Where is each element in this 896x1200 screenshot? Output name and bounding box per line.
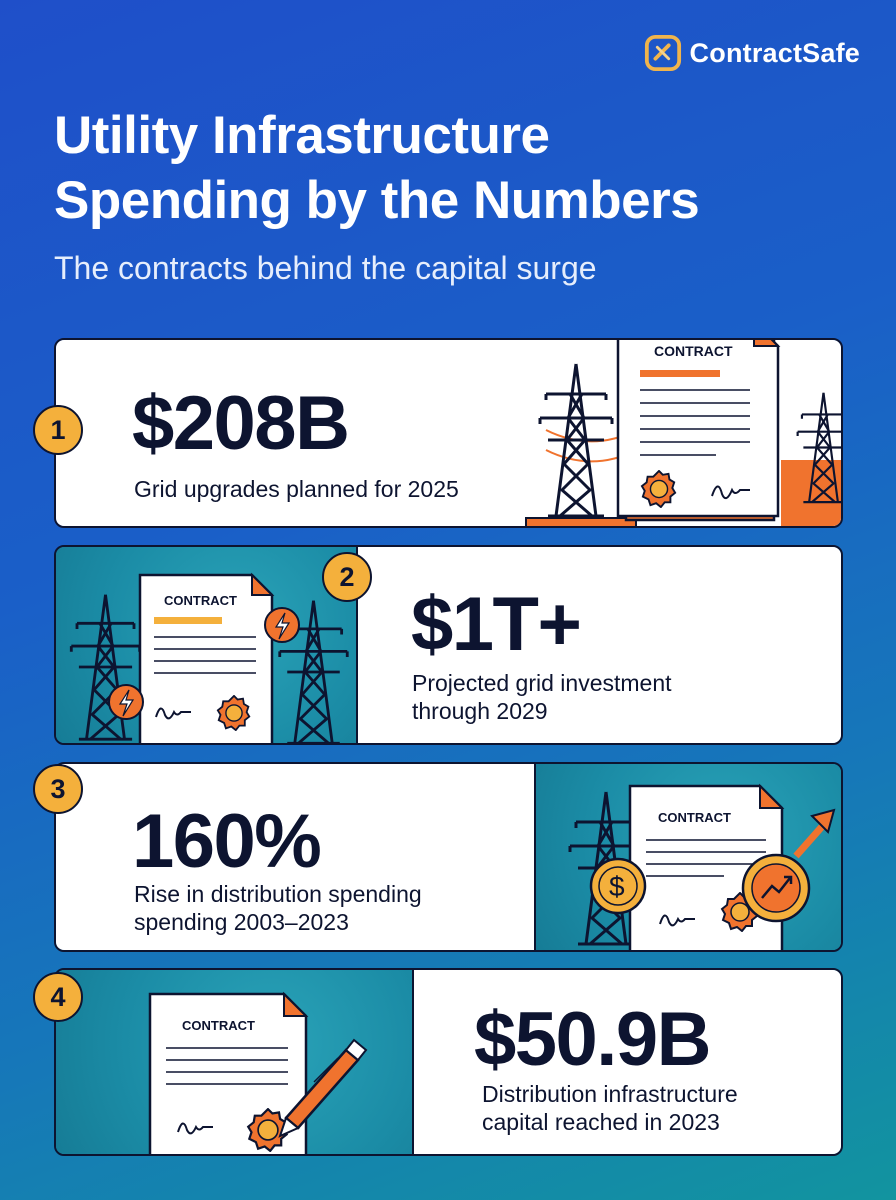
contractsafe-logo-icon — [644, 34, 681, 72]
stat-2-number-badge: 2 — [322, 552, 372, 602]
stat-1-number-badge: 1 — [33, 405, 83, 455]
stat-3-desc: Rise in distribution spending spending 2… — [134, 881, 422, 936]
lightning-icon — [264, 607, 300, 643]
contract-document-icon: CONTRACT — [138, 572, 275, 743]
growth-arrow-icon — [741, 808, 836, 923]
stat-4-value: $50.9B — [474, 997, 712, 1082]
contract-document-icon: CONTRACT — [148, 991, 309, 1154]
title-line-2: Spending by the Numbers — [54, 170, 700, 230]
stat-4-desc: Distribution infrastructure capital reac… — [482, 1081, 738, 1136]
lightning-icon — [108, 684, 144, 720]
stat-card-3: 160% Rise in distribution spending spend… — [54, 762, 843, 952]
pen-icon — [278, 1038, 368, 1138]
contract-label: CONTRACT — [654, 343, 733, 359]
stat-3-illustration: CONTRACT $ — [568, 783, 836, 950]
svg-text:CONTRACT: CONTRACT — [658, 810, 731, 825]
page-subtitle: The contracts behind the capital surge — [54, 250, 597, 286]
stat-2-desc: Projected grid investment through 2029 — [412, 670, 672, 725]
stat-1-value: $208B — [132, 381, 350, 466]
stat-4-number-badge: 4 — [33, 972, 83, 1022]
dollar-coin-icon: $ — [589, 857, 647, 915]
page-title: Utility Infrastructure Spending by the N… — [54, 104, 854, 233]
stat-1-desc: Grid upgrades planned for 2025 — [134, 476, 459, 502]
contract-document-icon: CONTRACT — [616, 340, 781, 522]
transmission-tower-icon — [538, 362, 614, 518]
stat-1-illustration: CONTRACT — [525, 340, 841, 526]
stat-3-number-badge: 3 — [33, 764, 83, 814]
svg-text:$: $ — [609, 871, 625, 902]
brand-logo: ContractSafe — [644, 34, 860, 72]
stat-card-4: CONTRACT $50.9B Distribution infrastruct… — [54, 968, 843, 1156]
stat-card-2: CONTRACT $1T+ Projected grid investment … — [54, 545, 843, 745]
svg-text:CONTRACT: CONTRACT — [164, 593, 237, 608]
svg-text:CONTRACT: CONTRACT — [182, 1018, 255, 1033]
stat-3-value: 160% — [132, 799, 322, 884]
stat-card-1: $208B Grid upgrades planned for 2025 CON… — [54, 338, 843, 528]
stat-4-illustration: CONTRACT — [148, 991, 368, 1154]
title-line-1: Utility Infrastructure — [54, 106, 550, 165]
stat-2-value: $1T+ — [411, 582, 582, 667]
stat-2-illustration: CONTRACT — [69, 572, 349, 743]
brand-name: ContractSafe — [689, 37, 860, 68]
